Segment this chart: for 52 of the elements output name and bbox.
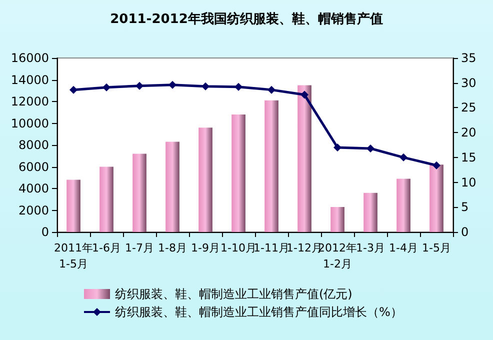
x-tick-label: 2011年1-5月: [54, 242, 93, 270]
bar: [430, 164, 444, 232]
point: [136, 82, 144, 90]
point: [202, 82, 210, 90]
x-tick-label: 1-5月: [422, 242, 451, 254]
bar: [100, 166, 114, 232]
y-tick-label: 2000: [18, 203, 49, 218]
x-tick-label: 1-4月: [389, 242, 418, 254]
y-tick-label: 16000: [10, 51, 49, 65]
point: [268, 86, 276, 94]
point: [102, 83, 110, 92]
y-tick-label: 14000: [10, 72, 49, 87]
point: [366, 144, 374, 152]
y-tick-label: 10000: [10, 116, 49, 130]
bar: [364, 192, 378, 232]
point: [432, 161, 440, 170]
legend-label: 纺织服装、鞋、帽制造业工业销售产值同比增长（%）: [115, 305, 402, 319]
x-tick-label: 1-3月: [356, 242, 385, 254]
point: [168, 80, 176, 89]
point: [400, 153, 408, 162]
x-tick-label: 1-7月: [125, 242, 154, 254]
y2-tick-label: 0: [461, 225, 469, 239]
bar: [66, 180, 80, 232]
bar: [396, 178, 410, 232]
y-tick-label: 4000: [18, 182, 49, 196]
y2-tick-label: 10: [461, 175, 476, 190]
legend-label: 纺织服装、鞋、帽制造业工业销售产值(亿元): [115, 287, 352, 301]
bar: [330, 206, 344, 232]
y2-tick-label: 20: [461, 126, 476, 140]
y2-tick-label: 15: [461, 150, 476, 164]
point: [234, 82, 242, 91]
point: [70, 86, 78, 94]
bar: [166, 142, 180, 232]
y-tick-label: 6000: [18, 160, 49, 174]
bar: [232, 114, 246, 232]
y-tick-label: 8000: [18, 138, 49, 152]
x-tick-label: 1-8月: [158, 242, 187, 254]
y2-tick-label: 25: [461, 100, 476, 115]
bar: [264, 100, 278, 232]
point: [334, 143, 342, 152]
chart-title: 2011-2012年我国纺织服装、鞋、帽销售产值: [110, 11, 383, 27]
y2-tick-label: 35: [461, 51, 476, 65]
bar: [298, 85, 312, 232]
x-tick-label: 1-9月: [191, 242, 220, 254]
x-tick-label: 1-6月: [92, 242, 121, 254]
y-tick-label: 0: [41, 225, 49, 239]
point: [300, 90, 308, 99]
bar: [132, 154, 146, 232]
y-tick-label: 12000: [10, 94, 49, 108]
bar: [198, 128, 212, 232]
y2-tick-label: 30: [461, 76, 476, 90]
y2-tick-label: 5: [461, 200, 469, 214]
